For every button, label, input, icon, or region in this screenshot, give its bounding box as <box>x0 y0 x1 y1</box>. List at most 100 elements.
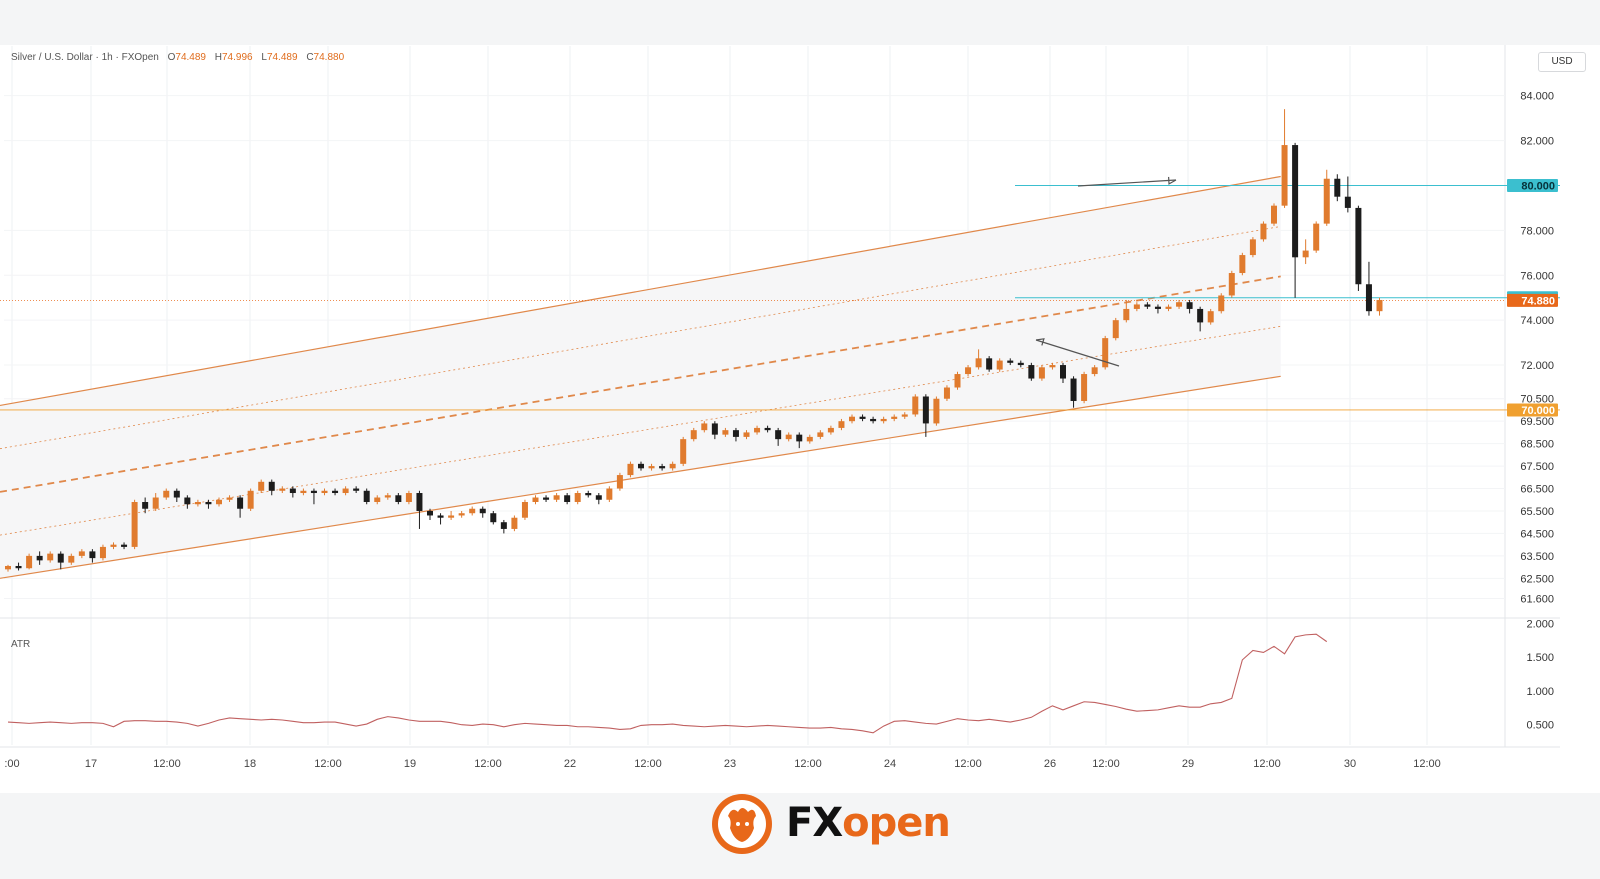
candle-body <box>754 427 761 433</box>
x-tick-label: 17 <box>85 758 97 770</box>
close-value: 74.880 <box>313 52 345 63</box>
x-tick-label: 12:00 <box>1253 758 1281 770</box>
candle-body <box>859 416 866 419</box>
candle-body <box>532 497 539 502</box>
candle-body <box>659 466 666 469</box>
candle-body <box>131 502 138 547</box>
channel-fill <box>0 176 1281 579</box>
candle-body <box>395 495 402 502</box>
candle-body <box>1007 360 1014 363</box>
open-label: O <box>167 52 176 63</box>
candle-body <box>1292 145 1299 258</box>
candle-body <box>490 513 497 523</box>
candle-body <box>743 432 750 437</box>
high-value: 74.996 <box>222 52 253 63</box>
candle-body <box>1365 284 1372 312</box>
candle-body <box>901 414 908 417</box>
annotation-arrows <box>1035 176 1177 367</box>
price-tick-label: 70.500 <box>1520 394 1554 406</box>
candle-body <box>173 490 180 498</box>
candle-body <box>1112 320 1119 339</box>
candle-body <box>785 434 792 440</box>
candle-body <box>1165 306 1172 309</box>
candle-body <box>353 488 360 491</box>
high-label: H <box>214 52 222 63</box>
candle-body <box>321 490 328 494</box>
symbol-title: Silver / U.S. Dollar · 1h · FXOpen <box>11 52 159 63</box>
candle-body <box>279 488 286 491</box>
candle-body <box>732 430 739 437</box>
candle-body <box>1133 304 1140 309</box>
price-tick-label: 69.500 <box>1520 416 1554 428</box>
channel-upper-quarter <box>0 226 1281 450</box>
x-tick-label: 18 <box>244 758 256 770</box>
axes: :00 17 12:00 18 12:00 19 12:00 22 12:00 23 12:00 24… <box>4 91 1554 770</box>
x-tick-label: 12:00 <box>153 758 181 770</box>
open-value: 74.489 <box>175 52 206 63</box>
candle-body <box>416 493 423 511</box>
candle-body <box>121 544 128 547</box>
candle-body <box>817 432 824 437</box>
candle-body <box>975 358 982 368</box>
candle-body <box>184 497 191 505</box>
candle-body <box>458 513 465 516</box>
atr-tick-label: 1.000 <box>1526 686 1554 698</box>
atr-tick-label: 2.000 <box>1526 618 1554 630</box>
candle-body <box>226 497 233 500</box>
candle-body <box>669 463 676 469</box>
candle-body <box>342 488 349 494</box>
price-tick-label: 63.500 <box>1520 551 1554 563</box>
candle-body <box>1123 308 1130 321</box>
candle-body <box>1144 304 1151 307</box>
x-tick-label: 19 <box>404 758 416 770</box>
candle-body <box>690 430 697 440</box>
price-tag-box <box>1507 178 1558 192</box>
atr-tick-label: 1.500 <box>1526 652 1554 664</box>
candle-body <box>1102 338 1109 368</box>
arrow-to-high <box>1077 179 1177 187</box>
candle-body <box>1302 250 1309 258</box>
atr-indicator-label[interactable]: ATR <box>11 639 31 650</box>
candle-body <box>68 555 75 563</box>
candle-body <box>585 493 592 496</box>
candle-body <box>922 396 929 424</box>
price-tick-label: 78.000 <box>1520 225 1554 237</box>
candle-body <box>427 510 433 516</box>
x-tick-label: 24 <box>884 758 896 770</box>
candle-body <box>332 490 339 494</box>
candle-body <box>1334 178 1341 197</box>
currency-button[interactable]: USD <box>1538 52 1586 72</box>
candle-body <box>1017 362 1024 366</box>
symbol-legend: Silver / U.S. Dollar · 1h · FXOpen O74.4… <box>11 52 344 63</box>
candle-body <box>300 490 307 494</box>
x-tick-label: 22 <box>564 758 576 770</box>
brand-wordmark: FXopen <box>786 800 951 846</box>
candle-body <box>616 475 623 489</box>
arrow-to-rebound <box>1035 339 1120 367</box>
candle-body <box>47 553 54 561</box>
candle-body <box>996 360 1003 370</box>
candle-body <box>1281 145 1288 206</box>
candle-body <box>15 565 22 569</box>
x-tick-label: 12:00 <box>794 758 822 770</box>
x-tick-label: 29 <box>1182 758 1194 770</box>
price-tag-label: 80.000 <box>1521 180 1555 192</box>
candle-body <box>986 358 993 370</box>
candle-body <box>110 544 117 547</box>
candle-body <box>1049 365 1056 368</box>
candle-body <box>374 497 381 502</box>
x-tick-label: 12:00 <box>954 758 982 770</box>
candle-body <box>237 497 244 509</box>
candle-body <box>553 495 560 500</box>
price-tick-label: 67.500 <box>1520 461 1554 473</box>
candle-body <box>1070 378 1077 401</box>
close-label: C <box>306 52 314 63</box>
candle-body <box>965 367 972 375</box>
candle-body <box>152 497 159 509</box>
price-tick-label: 82.000 <box>1520 136 1554 148</box>
candle-body <box>405 493 412 502</box>
candle-body <box>205 502 212 505</box>
